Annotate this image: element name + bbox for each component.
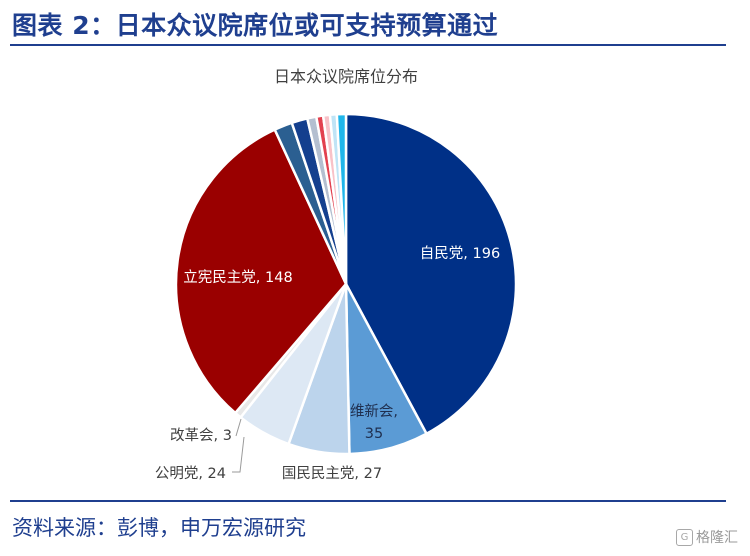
bottom-rule xyxy=(10,500,726,502)
pie-slice-0 xyxy=(344,112,518,435)
leader-line-gongming xyxy=(232,436,245,473)
label-ishin-part2: 35 xyxy=(365,426,383,442)
leader-lines xyxy=(232,418,245,473)
pie-slices xyxy=(174,112,518,456)
pie-slice-5 xyxy=(174,128,348,415)
pie-slice-12 xyxy=(335,112,348,286)
label-kaikaku: 改革会, 3 xyxy=(170,427,232,444)
watermark: G 格隆汇 xyxy=(676,527,738,547)
label-ishin-part1: 维新会, xyxy=(350,403,398,420)
chart-title: 日本众议院席位分布 xyxy=(274,67,418,86)
label-komeito: 公明党, 24 xyxy=(155,465,226,482)
source-note: 资料来源：彭博，申万宏源研究 xyxy=(12,516,306,540)
label-ziminto: 自民党, 196 xyxy=(420,245,500,262)
leader-line-gaige xyxy=(235,418,242,437)
watermark-logo-icon: G xyxy=(676,528,693,546)
top-rule xyxy=(10,44,726,46)
label-kokumin: 国民民主党, 27 xyxy=(282,465,382,482)
data-labels: 自民党, 196 维新会, 35 国民民主党, 27 公明党, 24 改革会, … xyxy=(155,245,500,482)
label-rikken: 立宪民主党, 148 xyxy=(183,268,292,286)
watermark-text: 格隆汇 xyxy=(696,530,738,546)
figure-title: 图表 2：日本众议院席位或可支持预算通过 xyxy=(12,11,499,40)
pie-chart: 日本众议院席位分布 自民党, 196 维新会, 35 国民民主党, 27 公明党… xyxy=(155,67,518,482)
